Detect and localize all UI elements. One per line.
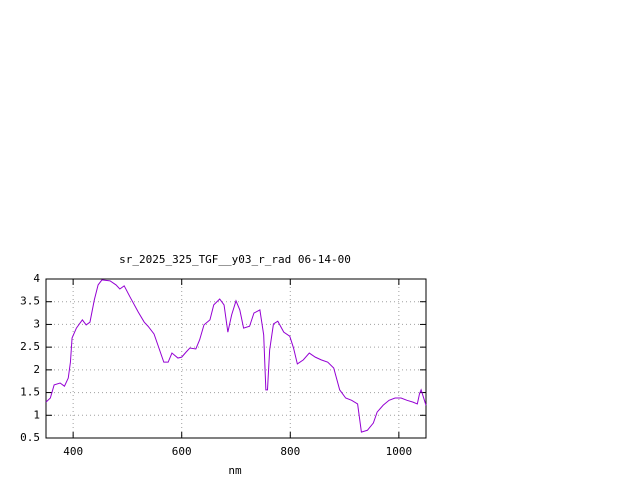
y-tick-label: 3.5 [20,295,40,308]
plot-frame [45,278,427,439]
x-tick-label: 1000 [386,445,413,458]
y-tick-label: 1.5 [20,386,40,399]
y-tick-label: 1 [33,408,40,421]
x-axis-label: nm [228,464,242,477]
y-tick-label: 4 [33,272,40,285]
x-tick-label: 400 [63,445,83,458]
x-tick-label: 600 [172,445,192,458]
chart-title: sr_2025_325_TGF__y03_r_rad 06-14-00 [119,253,351,266]
y-tick-label: 3 [33,317,40,330]
x-tick-label: 800 [280,445,300,458]
y-tick-label: 2 [33,363,40,376]
data-line [45,279,427,433]
y-tick-label: 2.5 [20,340,40,353]
y-tick-label: 0.5 [20,431,40,444]
